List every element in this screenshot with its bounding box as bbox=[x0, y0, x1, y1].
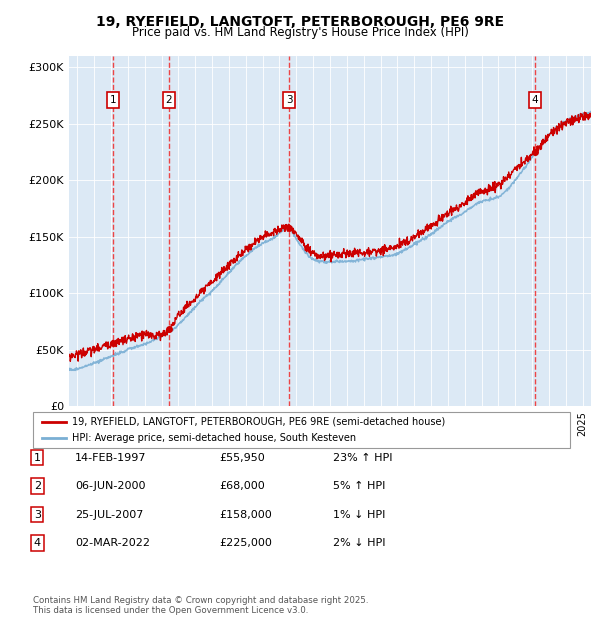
Text: 23% ↑ HPI: 23% ↑ HPI bbox=[333, 453, 392, 463]
Text: 2: 2 bbox=[166, 95, 172, 105]
Text: HPI: Average price, semi-detached house, South Kesteven: HPI: Average price, semi-detached house,… bbox=[72, 433, 356, 443]
Text: 1% ↓ HPI: 1% ↓ HPI bbox=[333, 510, 385, 520]
Text: 1: 1 bbox=[110, 95, 116, 105]
Text: 06-JUN-2000: 06-JUN-2000 bbox=[75, 481, 146, 491]
Text: 5% ↑ HPI: 5% ↑ HPI bbox=[333, 481, 385, 491]
Text: £225,000: £225,000 bbox=[219, 538, 272, 548]
Text: 19, RYEFIELD, LANGTOFT, PETERBOROUGH, PE6 9RE: 19, RYEFIELD, LANGTOFT, PETERBOROUGH, PE… bbox=[96, 15, 504, 29]
Text: £68,000: £68,000 bbox=[219, 481, 265, 491]
Text: 2: 2 bbox=[34, 481, 41, 491]
Text: 14-FEB-1997: 14-FEB-1997 bbox=[75, 453, 146, 463]
Text: 25-JUL-2007: 25-JUL-2007 bbox=[75, 510, 143, 520]
Text: 3: 3 bbox=[286, 95, 292, 105]
Text: 4: 4 bbox=[34, 538, 41, 548]
Text: Price paid vs. HM Land Registry's House Price Index (HPI): Price paid vs. HM Land Registry's House … bbox=[131, 27, 469, 39]
Text: 19, RYEFIELD, LANGTOFT, PETERBOROUGH, PE6 9RE (semi-detached house): 19, RYEFIELD, LANGTOFT, PETERBOROUGH, PE… bbox=[72, 417, 445, 427]
Text: 1: 1 bbox=[34, 453, 41, 463]
Text: £158,000: £158,000 bbox=[219, 510, 272, 520]
Text: Contains HM Land Registry data © Crown copyright and database right 2025.
This d: Contains HM Land Registry data © Crown c… bbox=[33, 596, 368, 615]
Text: 2% ↓ HPI: 2% ↓ HPI bbox=[333, 538, 386, 548]
Text: 3: 3 bbox=[34, 510, 41, 520]
Text: 4: 4 bbox=[532, 95, 538, 105]
Text: £55,950: £55,950 bbox=[219, 453, 265, 463]
Text: 02-MAR-2022: 02-MAR-2022 bbox=[75, 538, 150, 548]
